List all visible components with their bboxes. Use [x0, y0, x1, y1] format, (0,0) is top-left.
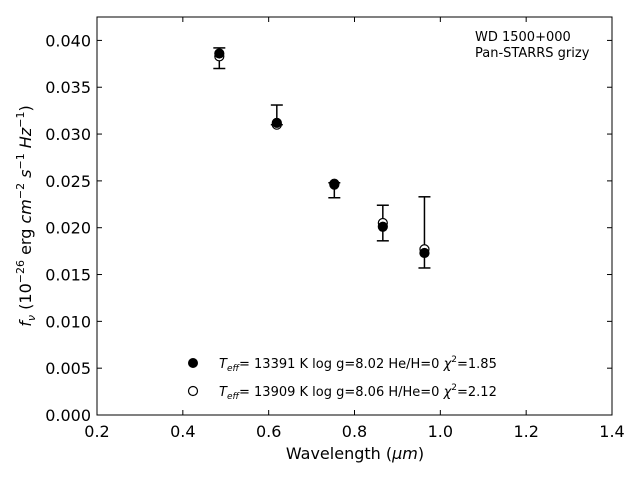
x-tick-label: 0.8	[342, 422, 367, 441]
x-tick-label: 1.2	[513, 422, 538, 441]
x-tick-label: 0.2	[84, 422, 109, 441]
plot-frame	[96, 16, 613, 416]
annotation-line-1: WD 1500+000	[475, 30, 571, 45]
y-tick-label: 0.005	[45, 359, 91, 378]
x-axis-label: Wavelength (μm)	[286, 444, 424, 463]
legend-entry-filled: Teff= 13391 K log g=8.02 He/H=0 χ2=1.85	[219, 355, 497, 374]
model-point-filled	[419, 247, 430, 259]
y-tick-label: 0.000	[45, 406, 91, 425]
model-point-filled	[377, 221, 388, 232]
y-axis-label: fν (10−26 erg cm−2 s−1 Hz−1)	[14, 105, 38, 326]
legend-marker-filled	[188, 358, 198, 368]
y-tick-label: 0.020	[45, 219, 91, 238]
x-tick-label: 1.4	[599, 422, 624, 441]
model-point-filled	[214, 48, 225, 59]
y-tick-label: 0.015	[45, 266, 91, 285]
y-tick-label: 0.035	[45, 78, 91, 97]
legend: Teff= 13391 K log g=8.02 He/H=0 χ2=1.85 …	[187, 355, 497, 402]
model-point-filled	[329, 179, 340, 190]
y-tick-label: 0.010	[45, 312, 91, 331]
y-tick-label: 0.030	[45, 125, 91, 144]
annotation-line-2: Pan-STARRS grizy	[475, 46, 590, 61]
model-point-filled	[271, 117, 282, 128]
x-tick-label: 1.0	[428, 422, 453, 441]
x-tick-label: 0.4	[170, 422, 195, 441]
y-tick-label: 0.040	[45, 31, 91, 50]
legend-marker-open	[187, 385, 199, 397]
legend-entry-open: Teff= 13909 K log g=8.06 H/He=0 χ2=2.12	[219, 383, 497, 402]
y-tick-label: 0.025	[45, 172, 91, 191]
x-tick-label: 0.6	[256, 422, 281, 441]
